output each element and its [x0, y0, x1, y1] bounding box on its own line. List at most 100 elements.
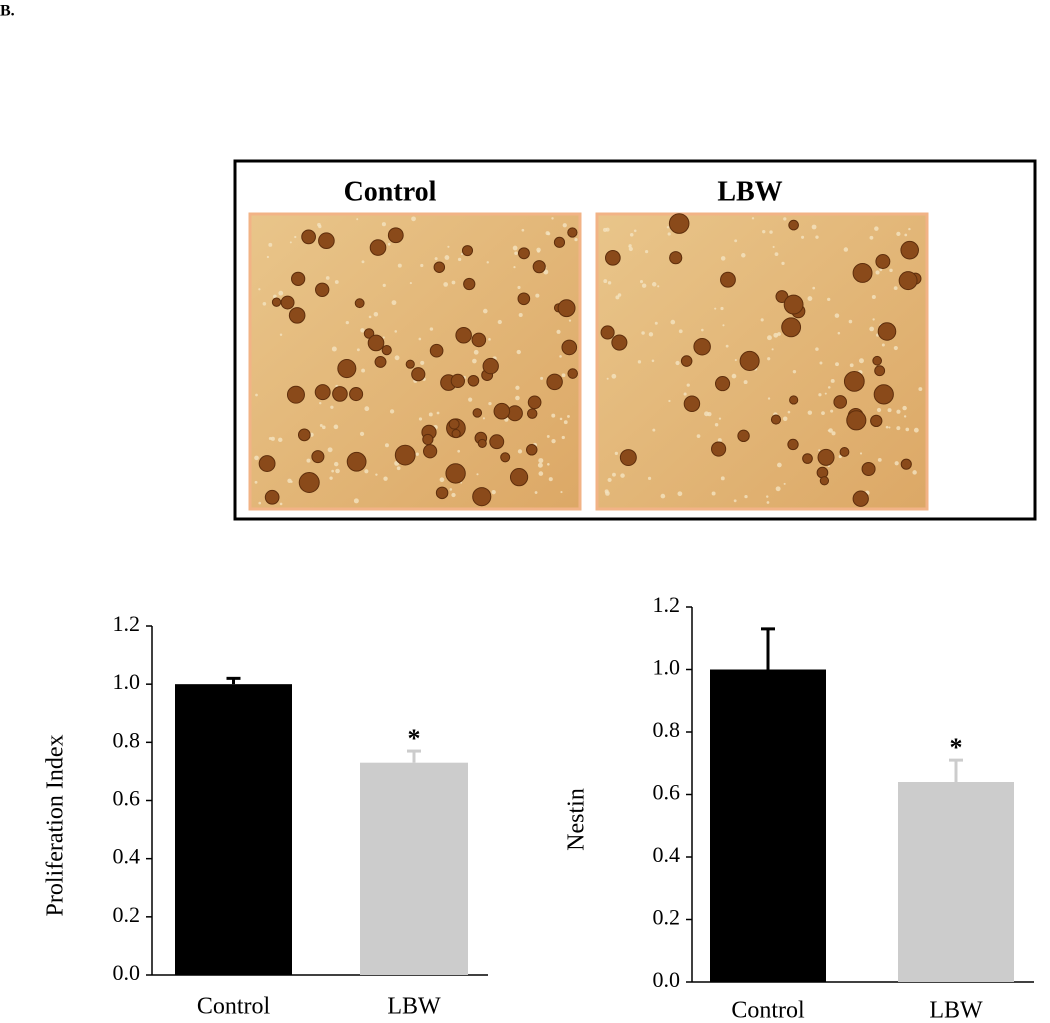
cell	[879, 268, 883, 272]
panel-label: B.	[0, 3, 15, 20]
sphere	[286, 385, 305, 404]
cell	[734, 359, 737, 362]
y-tick-label: 0.4	[113, 844, 141, 869]
cell	[720, 476, 725, 481]
cell	[317, 222, 321, 227]
cell	[436, 411, 440, 415]
cell	[451, 280, 456, 285]
sphere	[381, 345, 392, 356]
cell	[718, 417, 722, 420]
cell	[513, 266, 516, 269]
cell	[321, 425, 326, 430]
sphere	[493, 402, 511, 420]
y-tick-label: 0.6	[653, 780, 681, 805]
sphere	[898, 271, 918, 291]
significance-mark: *	[950, 733, 963, 762]
cell	[279, 502, 283, 506]
y-tick-label: 0.0	[113, 960, 141, 985]
sphere	[429, 343, 444, 358]
cell	[859, 452, 863, 455]
cell	[460, 252, 464, 256]
cell	[333, 424, 339, 430]
cell	[535, 293, 540, 298]
cell	[551, 217, 554, 220]
cell	[762, 229, 766, 234]
cell	[905, 427, 910, 432]
cell	[835, 362, 839, 367]
cell	[540, 376, 544, 380]
cell	[353, 498, 359, 504]
cell	[273, 294, 277, 299]
sphere	[557, 299, 576, 318]
cell	[722, 324, 725, 327]
cell	[356, 348, 360, 352]
cell	[306, 458, 311, 463]
cell	[568, 319, 572, 322]
cell	[667, 232, 671, 236]
sphere	[526, 444, 538, 456]
sphere	[781, 317, 802, 338]
sphere	[787, 438, 799, 451]
cell	[767, 397, 771, 400]
cell	[830, 409, 834, 413]
cell	[686, 383, 690, 387]
cell	[497, 319, 502, 325]
sphere	[680, 355, 693, 367]
cell	[828, 428, 833, 433]
cell	[887, 408, 892, 413]
y-axis-label: Proliferation Index	[43, 735, 69, 917]
cell	[783, 217, 787, 221]
cell	[913, 427, 919, 433]
cell	[360, 328, 365, 333]
sphere	[423, 444, 438, 459]
cell	[329, 476, 333, 480]
sphere	[271, 297, 282, 307]
y-tick-label: 0.6	[113, 786, 141, 811]
cell	[633, 229, 637, 233]
cell	[902, 405, 907, 411]
cell	[848, 319, 853, 324]
cell	[815, 235, 819, 239]
cell	[725, 344, 729, 348]
sphere	[875, 254, 891, 269]
sphere	[872, 355, 882, 366]
cell	[782, 416, 788, 421]
sphere	[301, 229, 316, 245]
x-tick-label: LBW	[387, 994, 441, 1020]
sphere	[611, 334, 628, 351]
cell	[652, 428, 656, 432]
cell	[771, 348, 774, 351]
cell	[696, 434, 701, 438]
cell	[628, 246, 633, 252]
cell	[331, 346, 337, 352]
cell	[560, 490, 563, 494]
cell	[774, 252, 779, 257]
sphere	[870, 414, 883, 428]
cell	[617, 293, 622, 297]
cell	[428, 412, 433, 417]
cell	[783, 482, 786, 485]
cell	[356, 218, 359, 221]
x-tick-label: Control	[731, 998, 805, 1023]
cell	[472, 358, 477, 364]
cell	[319, 401, 322, 405]
cell	[483, 308, 488, 314]
y-tick-label: 1.0	[113, 669, 141, 694]
sphere	[346, 451, 367, 472]
sphere	[411, 367, 426, 382]
cell	[391, 300, 397, 306]
sphere	[668, 213, 690, 234]
sphere	[374, 355, 387, 368]
cell	[547, 463, 550, 466]
cell	[534, 491, 538, 494]
cell	[361, 260, 365, 264]
cell	[444, 255, 450, 260]
cell	[657, 285, 660, 288]
cell	[720, 306, 724, 311]
cell	[654, 321, 658, 325]
cell	[476, 473, 479, 476]
cell	[743, 380, 748, 385]
cell	[561, 373, 566, 378]
sphere	[315, 282, 330, 297]
